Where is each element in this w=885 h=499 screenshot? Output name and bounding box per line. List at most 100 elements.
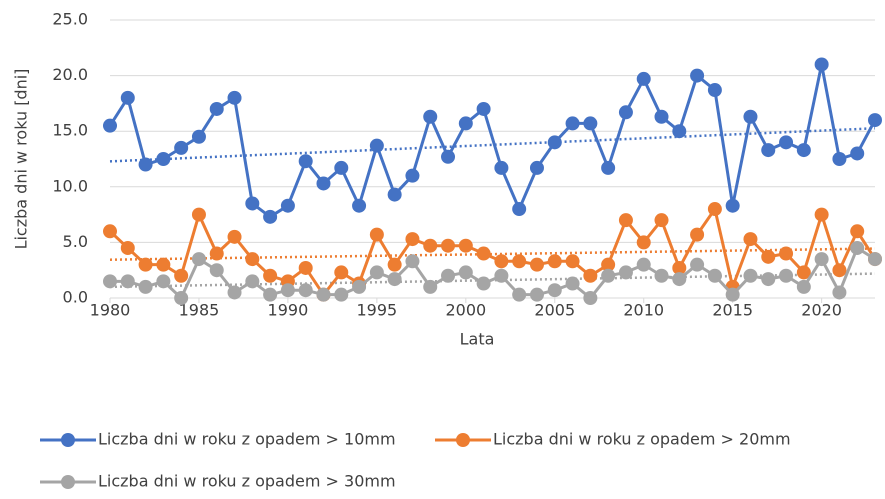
data-point [636,235,651,250]
y-tick-label: 10.0 [52,176,88,195]
data-point [245,252,260,267]
data-point [369,265,384,280]
x-tick-label: 1995 [357,301,398,320]
data-point [725,198,740,213]
data-point [707,268,722,283]
data-point [690,68,705,83]
data-point [547,254,562,269]
data-point [441,149,456,164]
data-point [405,232,420,247]
data-point [796,143,811,158]
data-point [120,240,135,255]
data-point [120,90,135,105]
data-point [494,268,509,283]
y-axis-title: Liczba dni w roku [dni] [12,69,31,250]
legend-marker [61,475,75,489]
data-point [779,135,794,150]
data-point [174,291,189,305]
data-point [120,274,135,289]
data-point [690,257,705,272]
data-point [636,71,651,86]
data-point [387,272,402,287]
data-point [618,105,633,120]
data-point [209,246,224,261]
data-point [779,246,794,261]
data-point [832,263,847,278]
data-point [547,135,562,150]
data-point [494,254,509,269]
data-point [743,232,758,247]
data-point [601,160,616,175]
data-point [423,238,438,253]
x-tick-label: 1985 [179,301,220,320]
data-point [209,263,224,278]
data-point [690,227,705,242]
data-point [387,187,402,202]
data-point [156,257,171,272]
data-point [529,257,544,272]
data-point [761,249,776,264]
data-point [850,240,865,255]
legend-label: Liczba dni w roku z opadem > 10mm [98,430,396,449]
data-point [191,252,206,267]
data-point [298,283,313,298]
data-point [138,257,153,272]
data-point [476,101,491,116]
data-point [565,276,580,291]
legend-label: Liczba dni w roku z opadem > 20mm [493,430,791,449]
data-point [494,160,509,175]
data-point [423,279,438,294]
data-point [761,143,776,158]
data-point [850,146,865,161]
data-point [512,254,527,269]
data-point [583,291,598,305]
data-point [743,109,758,124]
data-point [369,227,384,242]
legend-marker [61,433,75,447]
data-point [334,265,349,280]
data-point [298,260,313,275]
data-point [405,168,420,183]
x-tick-label: 2015 [712,301,753,320]
data-point [316,176,331,191]
data-point [103,224,117,239]
x-tick-label: 1980 [90,301,131,320]
data-point [387,257,402,272]
data-point [814,252,829,267]
data-point [850,224,865,239]
data-point [441,238,456,253]
data-point [138,157,153,172]
data-point [263,209,278,224]
data-point [405,254,420,269]
data-point [814,57,829,72]
data-point [654,213,669,228]
data-point [174,268,189,283]
data-point [369,138,384,153]
data-point [583,116,598,131]
x-tick-label: 1990 [268,301,309,320]
data-point [707,202,722,217]
x-tick-label: 2000 [445,301,486,320]
data-point [601,268,616,283]
y-tick-label: 20.0 [52,65,88,84]
data-point [601,257,616,272]
data-point [868,252,882,267]
data-point [512,287,527,302]
data-point [779,268,794,283]
data-point [654,268,669,283]
data-point [814,207,829,222]
data-point [280,198,295,213]
data-point [672,124,687,139]
data-point [796,265,811,280]
legend-marker [456,433,470,447]
data-point [174,140,189,155]
data-point [156,152,171,166]
y-tick-label: 15.0 [52,121,88,140]
data-point [263,268,278,283]
y-tick-label: 0.0 [63,288,88,307]
x-axis-title: Lata [460,330,495,349]
data-point [654,109,669,124]
data-point [280,283,295,298]
data-point [263,287,278,302]
